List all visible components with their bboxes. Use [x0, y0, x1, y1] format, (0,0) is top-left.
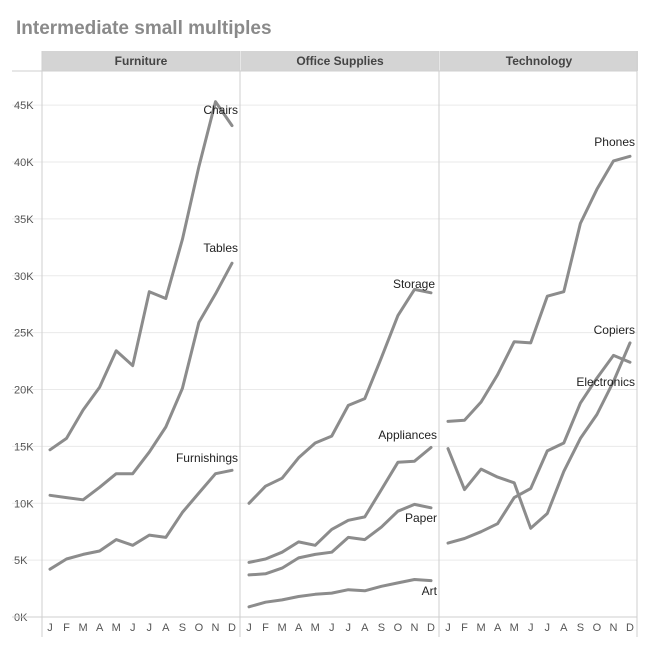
series-label-chairs: Chairs	[203, 103, 238, 117]
x-tick-label: M	[510, 622, 519, 634]
series-label-phones: Phones	[594, 135, 635, 149]
x-tick-label: O	[593, 622, 602, 634]
series-line-copiers	[446, 341, 632, 530]
x-tick-label: D	[626, 622, 634, 634]
x-tick-label: M	[477, 622, 486, 634]
y-tick-label: 40K	[14, 157, 34, 169]
x-tick-label: A	[494, 622, 502, 634]
series-label-copiers: Copiers	[594, 323, 635, 337]
series-line-electronics	[446, 353, 632, 545]
x-tick-label: M	[311, 622, 320, 634]
panel-header	[241, 51, 439, 71]
series-label-paper: Paper	[405, 511, 437, 525]
x-tick-label: S	[179, 622, 186, 634]
y-tick-label: 35K	[14, 214, 34, 226]
x-tick-label: N	[609, 622, 617, 634]
x-tick-label: S	[577, 622, 584, 634]
series-line-chairs	[48, 100, 234, 452]
series-line-appliances	[247, 446, 433, 564]
x-tick-label: J	[246, 622, 252, 634]
x-tick-label: D	[427, 622, 435, 634]
series-label-appliances: Appliances	[378, 428, 437, 442]
x-tick-label: A	[560, 622, 568, 634]
x-tick-label: J	[346, 622, 352, 634]
panel-header	[42, 51, 240, 71]
x-tick-label: F	[262, 622, 269, 634]
series-line-art	[247, 578, 433, 609]
x-tick-label: J	[329, 622, 335, 634]
y-tick-label: 45K	[14, 100, 34, 112]
x-tick-label: J	[445, 622, 451, 634]
x-tick-label: J	[147, 622, 153, 634]
x-tick-label: O	[394, 622, 403, 634]
x-tick-label: J	[545, 622, 551, 634]
x-tick-label: F	[63, 622, 70, 634]
series-label-furnishings: Furnishings	[176, 451, 238, 465]
chart-title: Intermediate small multiples	[16, 18, 272, 39]
y-tick-label: 10K	[14, 498, 34, 510]
x-tick-label: M	[79, 622, 88, 634]
x-tick-label: J	[528, 622, 534, 634]
y-tick-label: 25K	[14, 328, 34, 340]
x-tick-label: A	[295, 622, 303, 634]
x-tick-label: O	[195, 622, 204, 634]
y-tick-label: 5K	[14, 555, 28, 567]
y-tick-label: 20K	[14, 385, 34, 397]
x-tick-label: N	[410, 622, 418, 634]
series-line-tables	[48, 261, 234, 502]
panel-title: Technology	[506, 54, 573, 68]
x-tick-label: F	[461, 622, 468, 634]
series-line-furnishings	[48, 468, 234, 571]
panel-title: Furniture	[115, 54, 168, 68]
x-tick-label: J	[47, 622, 53, 634]
series-label-storage: Storage	[393, 277, 435, 291]
x-tick-label: S	[378, 622, 385, 634]
x-tick-label: D	[228, 622, 236, 634]
series-label-art: Art	[422, 584, 438, 598]
panel-title: Office Supplies	[296, 54, 384, 68]
series-line-paper	[247, 502, 433, 577]
x-tick-label: J	[130, 622, 136, 634]
x-tick-label: M	[112, 622, 121, 634]
x-tick-label: A	[96, 622, 104, 634]
series-line-storage	[247, 287, 433, 505]
y-tick-label: 0K	[14, 612, 28, 624]
series-line-phones	[446, 154, 632, 423]
x-tick-label: N	[211, 622, 219, 634]
panel-header	[440, 51, 638, 71]
x-tick-label: M	[278, 622, 287, 634]
y-tick-label: 30K	[14, 271, 34, 283]
series-label-electronics: Electronics	[576, 375, 635, 389]
x-tick-label: A	[361, 622, 369, 634]
x-tick-label: A	[162, 622, 170, 634]
series-label-tables: Tables	[203, 241, 238, 255]
y-tick-label: 15K	[14, 441, 34, 453]
